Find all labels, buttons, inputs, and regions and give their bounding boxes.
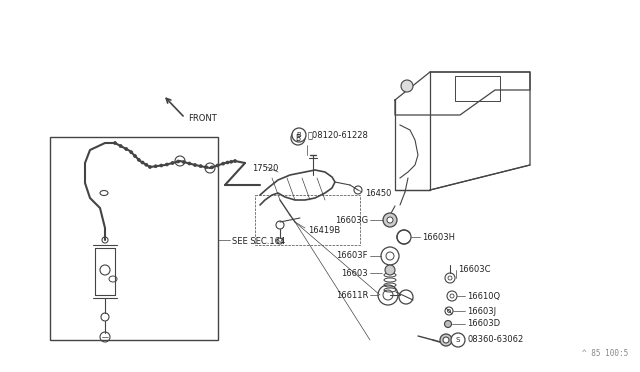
Circle shape — [188, 162, 191, 165]
Circle shape — [137, 158, 140, 161]
Circle shape — [291, 131, 305, 145]
Text: 16610Q: 16610Q — [467, 292, 500, 301]
Circle shape — [211, 166, 213, 169]
Circle shape — [387, 217, 393, 223]
Text: 16603: 16603 — [341, 269, 368, 278]
Text: 16603D: 16603D — [467, 320, 500, 328]
Circle shape — [165, 163, 168, 166]
Text: B: B — [296, 134, 301, 142]
Circle shape — [234, 160, 237, 163]
Circle shape — [160, 164, 163, 167]
Text: 17520: 17520 — [252, 164, 278, 173]
Circle shape — [154, 165, 157, 168]
Bar — [255, 195, 360, 245]
Text: 08360-63062: 08360-63062 — [467, 336, 524, 344]
Text: 16611R: 16611R — [335, 291, 368, 299]
Text: SEE SEC.164: SEE SEC.164 — [232, 237, 285, 246]
Circle shape — [125, 148, 128, 151]
Circle shape — [216, 164, 219, 167]
Circle shape — [182, 160, 185, 164]
Circle shape — [451, 333, 465, 347]
Circle shape — [383, 213, 397, 227]
Circle shape — [193, 164, 196, 167]
Text: S: S — [456, 337, 460, 343]
Circle shape — [119, 144, 122, 148]
Text: ⒲08120-61228: ⒲08120-61228 — [308, 131, 369, 140]
Circle shape — [199, 165, 202, 168]
Text: 16603F: 16603F — [337, 251, 368, 260]
Circle shape — [141, 161, 144, 164]
Text: 16603J: 16603J — [467, 307, 496, 315]
Circle shape — [292, 128, 306, 142]
Text: 16450: 16450 — [365, 189, 392, 198]
Text: 16603C: 16603C — [458, 266, 490, 275]
Text: ^ 85 100:5: ^ 85 100:5 — [582, 349, 628, 358]
Circle shape — [148, 166, 152, 169]
Bar — [455, 76, 500, 101]
Circle shape — [221, 162, 225, 165]
Circle shape — [177, 160, 180, 163]
Circle shape — [385, 265, 395, 275]
Circle shape — [443, 337, 449, 343]
Circle shape — [440, 334, 452, 346]
Circle shape — [445, 321, 451, 327]
Circle shape — [205, 166, 208, 169]
Circle shape — [230, 160, 233, 163]
Circle shape — [134, 154, 136, 157]
Text: 16603G: 16603G — [335, 215, 368, 224]
Bar — [50, 137, 218, 340]
Circle shape — [171, 161, 174, 164]
Circle shape — [401, 80, 413, 92]
Text: 16419B: 16419B — [308, 225, 340, 234]
Circle shape — [113, 141, 116, 144]
Text: B: B — [296, 132, 301, 138]
Circle shape — [145, 163, 148, 166]
Text: 16603H: 16603H — [422, 232, 455, 241]
Text: FRONT: FRONT — [188, 113, 217, 122]
Circle shape — [130, 151, 132, 154]
Circle shape — [226, 161, 229, 164]
